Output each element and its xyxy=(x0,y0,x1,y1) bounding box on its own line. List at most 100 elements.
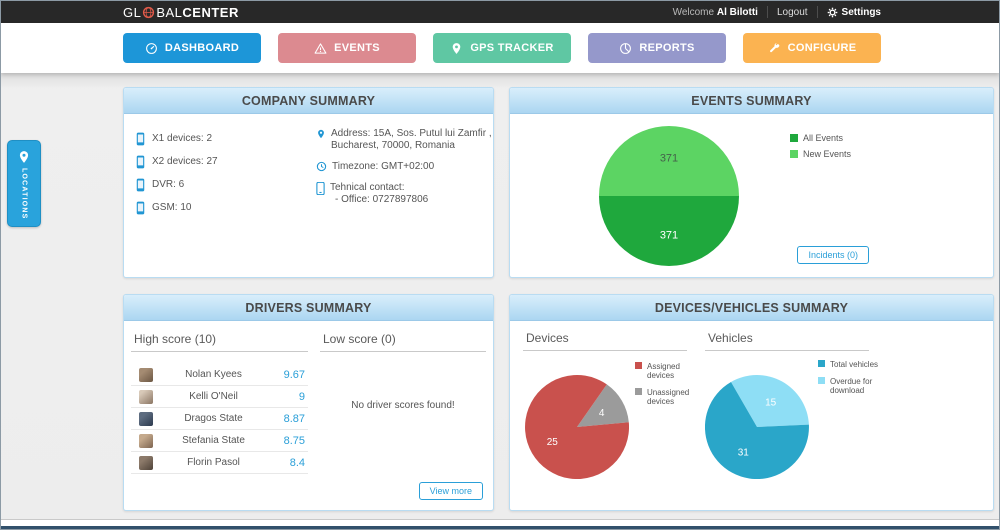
reports-icon xyxy=(620,42,632,54)
logout-link[interactable]: Logout xyxy=(776,6,808,18)
vehicles-legend: Total vehicles Overdue for download xyxy=(818,360,880,403)
legend-swatch xyxy=(790,134,798,142)
svg-text:371: 371 xyxy=(660,152,678,164)
legend-swatch xyxy=(818,377,825,384)
tab-dashboard[interactable]: DASHBOARD xyxy=(123,33,261,63)
timezone-text: Timezone: GMT+02:00 xyxy=(332,161,435,172)
tab-reports[interactable]: REPORTS xyxy=(588,33,726,63)
low-score-column: Low score (0) No driver scores found! xyxy=(320,331,486,411)
no-scores-message: No driver scores found! xyxy=(351,400,455,411)
svg-text:371: 371 xyxy=(660,229,678,241)
main-nav: DASHBOARD EVENTS GPS TRACKER REPORTS CON… xyxy=(1,23,999,73)
driver-row: Stefania State 8.75 xyxy=(131,430,308,452)
location-pin-icon xyxy=(19,151,29,163)
warning-icon xyxy=(314,42,327,54)
address-line1: Address: 15A, Sos. Putul lui Zamfir , xyxy=(331,128,492,139)
driver-avatar xyxy=(139,455,153,470)
driver-score: 8.75 xyxy=(283,434,305,447)
device-count-item: X2 devices: 27 xyxy=(136,150,218,173)
device-count-item: X1 devices: 2 xyxy=(136,127,218,150)
driver-row: Kelli O'Neil 9 xyxy=(131,386,308,408)
driver-row: Florin Pasol 8.4 xyxy=(131,452,308,474)
driver-score: 8.87 xyxy=(283,412,305,425)
events-legend: All Events New Events xyxy=(790,133,851,165)
high-score-column: High score (10) Nolan Kyees 9.67 Kelli O… xyxy=(131,331,308,474)
incidents-button[interactable]: Incidents (0) xyxy=(797,246,869,264)
legend-swatch xyxy=(635,388,642,395)
driver-avatar xyxy=(139,433,153,448)
gear-icon xyxy=(827,7,837,17)
company-summary-panel: COMPANY SUMMARY X1 devices: 2 X2 devices… xyxy=(123,87,494,278)
svg-text:4: 4 xyxy=(599,408,605,419)
legend-label: Assigned devices xyxy=(647,362,680,380)
address-line2: Bucharest, 70000, Romania xyxy=(331,140,455,151)
map-pin-icon xyxy=(453,42,461,54)
events-pie-chart: 371 371 xyxy=(599,126,739,271)
bottom-bar xyxy=(1,519,999,529)
devices-vehicles-panel: DEVICES/VEHICLES SUMMARY Devices Vehicle… xyxy=(509,294,994,511)
legend-item: Assigned devices xyxy=(635,362,697,380)
tab-label: DASHBOARD xyxy=(164,42,240,54)
clock-icon xyxy=(316,161,327,173)
mobile-icon xyxy=(316,182,325,206)
device-count-item: GSM: 10 xyxy=(136,196,218,219)
driver-name: Dragos State xyxy=(184,413,243,424)
events-summary-panel: EVENTS SUMMARY 371 371 All Events New Eve… xyxy=(509,87,994,278)
device-counts-list: X1 devices: 2 X2 devices: 27 DVR: 6 xyxy=(136,127,218,219)
settings-button[interactable]: Settings xyxy=(827,7,881,18)
map-pin-icon xyxy=(316,128,326,152)
driver-score: 8.4 xyxy=(289,456,305,469)
phone-icon xyxy=(136,132,145,146)
legend-item: Unassigned devices xyxy=(635,388,697,406)
driver-avatar xyxy=(139,411,153,426)
globe-icon xyxy=(143,6,155,18)
driver-list: Nolan Kyees 9.67 Kelli O'Neil 9 Dragos S… xyxy=(131,364,308,474)
tab-events[interactable]: EVENTS xyxy=(278,33,416,63)
devices-pie-chart: 4 25 xyxy=(525,375,630,484)
driver-avatar xyxy=(139,367,153,382)
driver-name: Kelli O'Neil xyxy=(189,391,238,402)
address-block: Address: 15A, Sos. Putul lui Zamfir , Buc… xyxy=(316,128,492,152)
driver-row: Dragos State 8.87 xyxy=(131,408,308,430)
locations-tab[interactable]: LOCATIONS xyxy=(7,140,41,227)
topbar: GL BAL CENTER Welcome Al Bilotti Logout S… xyxy=(1,1,999,23)
low-score-header: Low score (0) xyxy=(320,331,486,352)
driver-row: Nolan Kyees 9.67 xyxy=(131,364,308,386)
separator xyxy=(816,6,818,18)
welcome-text: Welcome Al Bilotti xyxy=(672,6,758,18)
dashboard-icon xyxy=(145,42,157,54)
devices-legend: Assigned devices Unassigned devices xyxy=(635,362,697,414)
svg-text:15: 15 xyxy=(765,397,777,408)
panel-title: DRIVERS SUMMARY xyxy=(124,295,493,321)
tab-gps-tracker[interactable]: GPS TRACKER xyxy=(433,33,571,63)
wrench-icon xyxy=(769,42,780,52)
view-more-button[interactable]: View more xyxy=(418,482,483,500)
tab-label: CONFIGURE xyxy=(787,42,857,54)
username: Al Bilotti xyxy=(716,6,758,18)
legend-item: All Events xyxy=(790,133,851,143)
timezone-block: Timezone: GMT+02:00 xyxy=(316,161,492,173)
legend-swatch xyxy=(635,362,642,369)
svg-text:31: 31 xyxy=(738,448,750,459)
legend-item: Overdue for download xyxy=(818,377,880,395)
legend-item: Total vehicles xyxy=(818,360,880,369)
locations-tab-label: LOCATIONS xyxy=(20,168,28,220)
devices-header: Devices xyxy=(523,330,687,351)
device-count-item: DVR: 6 xyxy=(136,173,218,196)
legend-label: All Events xyxy=(803,133,844,143)
vehicles-header: Vehicles xyxy=(705,330,869,351)
app-logo: GL BAL CENTER xyxy=(123,5,239,20)
legend-label: New Events xyxy=(803,149,852,159)
company-info: Address: 15A, Sos. Putul lui Zamfir , Buc… xyxy=(316,128,492,215)
phone-icon xyxy=(136,178,145,192)
tab-configure[interactable]: CONFIGURE xyxy=(743,33,881,63)
legend-label: Total vehicles xyxy=(830,360,879,369)
high-score-header: High score (10) xyxy=(131,331,308,352)
driver-name: Stefania State xyxy=(182,435,245,446)
legend-item: New Events xyxy=(790,149,851,159)
logo-prefix: GL xyxy=(123,4,142,20)
legend-label: Overdue for download xyxy=(830,377,873,395)
vehicles-pie-chart: 15 31 xyxy=(704,375,809,484)
driver-score: 9.67 xyxy=(283,368,305,381)
